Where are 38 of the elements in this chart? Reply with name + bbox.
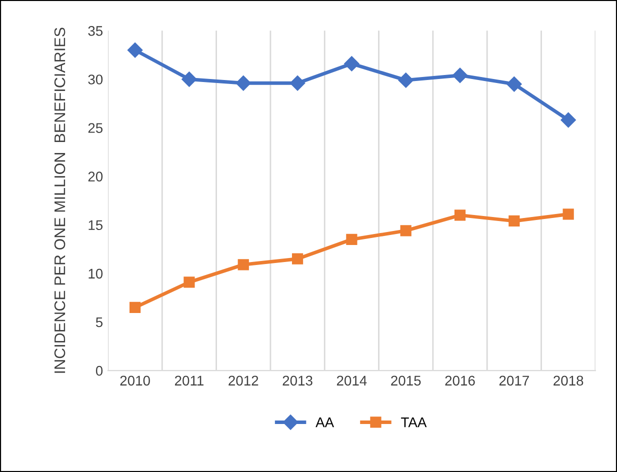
point (184, 276, 195, 288)
point (130, 302, 141, 313)
point (506, 76, 522, 92)
legend-label: AA (316, 418, 334, 428)
x-tick-label: 2015 (391, 376, 421, 386)
point (236, 76, 251, 91)
y-tick-label: 35 (88, 26, 103, 36)
x-tick-label: 2010 (120, 376, 150, 386)
point (238, 259, 249, 270)
x-tick-label: 2013 (282, 376, 312, 386)
point (344, 56, 360, 72)
x-tick-label: 2018 (554, 376, 584, 386)
y-tick-label: 0 (96, 366, 103, 376)
point (182, 72, 197, 87)
y-tick-label: 30 (88, 74, 103, 84)
point (562, 208, 574, 220)
point (560, 112, 576, 128)
point (452, 68, 468, 83)
point (290, 76, 306, 91)
point (292, 253, 304, 264)
x-tick-label: 2017 (499, 376, 529, 386)
y-axis-title: INCIDENCE PER ONE MILLION BENEFICIARIES (54, 28, 66, 373)
y-tick-label: 5 (96, 317, 103, 328)
point (508, 215, 520, 227)
y-tick-label: 10 (88, 268, 103, 279)
legend-label: TAA (401, 418, 427, 428)
point (398, 72, 414, 88)
y-tick-label: 25 (88, 123, 103, 133)
point (127, 42, 143, 58)
point (346, 234, 358, 245)
y-tick-label: 15 (88, 220, 103, 230)
x-tick-label: 2011 (174, 376, 204, 386)
y-tick-label: 20 (88, 172, 103, 182)
x-tick-label: 2014 (336, 376, 367, 386)
point (400, 225, 412, 236)
point (454, 210, 466, 221)
x-tick-label: 2016 (445, 376, 475, 386)
x-tick-label: 2012 (228, 376, 258, 386)
